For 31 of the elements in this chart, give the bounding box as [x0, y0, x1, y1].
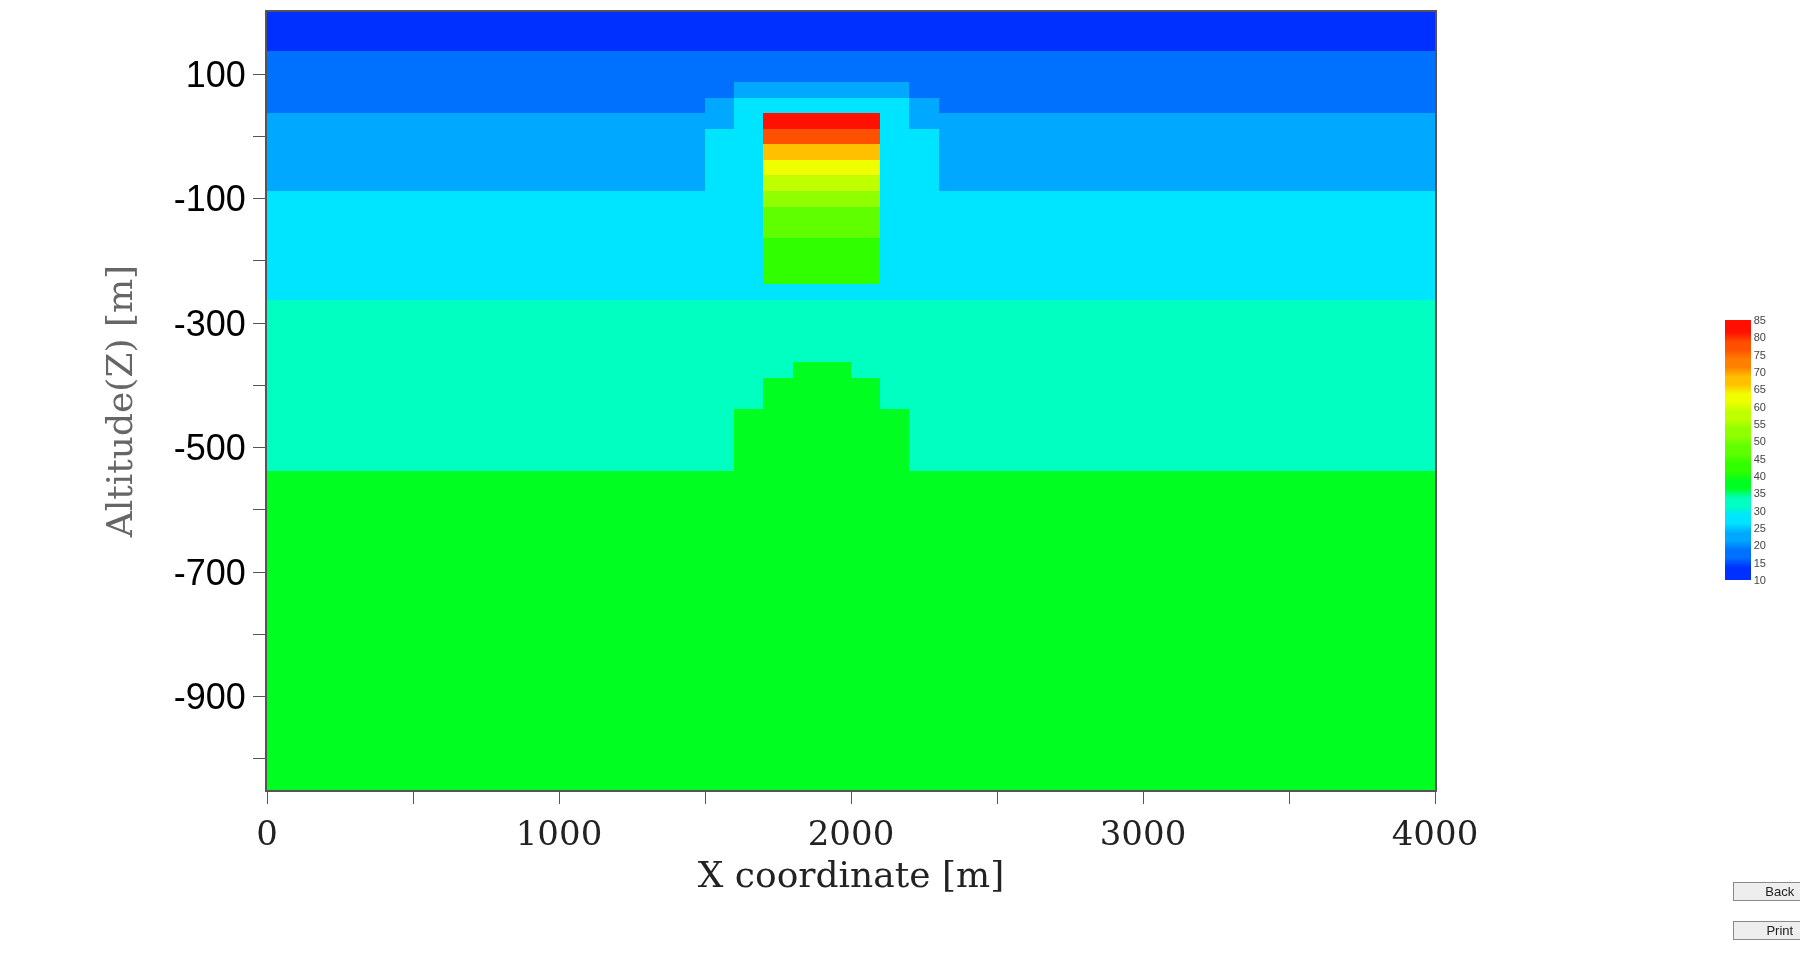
color-bar-label: 25: [1753, 521, 1766, 534]
color-bar-label: 50: [1753, 435, 1766, 448]
y-tick-label: -500: [173, 427, 246, 469]
y-axis-title: Altitude(Z) [m]: [99, 264, 141, 539]
y-tick-label: -900: [173, 676, 246, 718]
color-bar-label: 20: [1753, 539, 1766, 552]
x-tick-label: 2000: [807, 812, 895, 853]
color-bar-label: 10: [1753, 573, 1766, 586]
color-bar-label: 80: [1753, 331, 1766, 344]
x-axis-title: X coordinate [m]: [697, 854, 1005, 895]
y-tick-label: -700: [173, 551, 246, 593]
y-tick-label: -300: [173, 302, 246, 344]
color-bar-label: 35: [1753, 487, 1766, 500]
text: Print: [1766, 923, 1794, 938]
text: Back: [1765, 884, 1795, 899]
x-tick-label: 0: [256, 812, 278, 853]
color-bar-label: 55: [1753, 417, 1766, 430]
color-bar-label: 15: [1753, 556, 1766, 569]
color-bar-label: 30: [1753, 504, 1766, 517]
y-tick-label: 100: [185, 53, 246, 95]
y-tick-label: -100: [173, 178, 246, 220]
x-tick-label: 1000: [515, 812, 603, 853]
color-bar-label: 70: [1753, 365, 1766, 378]
color-bar-label: 75: [1753, 348, 1766, 361]
color-bar-label: 60: [1753, 400, 1766, 413]
color-bar-label: 65: [1753, 383, 1766, 396]
color-bar-label: 45: [1753, 452, 1766, 465]
color-bar-label: 85: [1753, 313, 1766, 326]
x-tick-label: 4000: [1391, 812, 1479, 853]
x-tick-label: 3000: [1099, 812, 1187, 853]
color-bar-label: 40: [1753, 469, 1766, 482]
